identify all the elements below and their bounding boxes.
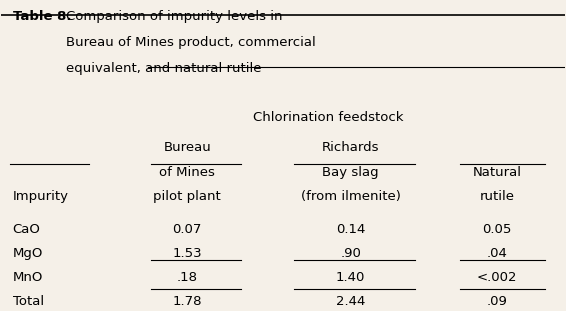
Text: 1.53: 1.53 (173, 247, 202, 260)
Text: 0.05: 0.05 (482, 223, 512, 236)
Text: rutile: rutile (479, 190, 514, 203)
Text: Impurity: Impurity (12, 190, 68, 203)
Text: Bureau: Bureau (164, 142, 211, 155)
Text: Chlorination feedstock: Chlorination feedstock (253, 111, 404, 124)
Text: .09: .09 (487, 295, 508, 308)
Text: Richards: Richards (322, 142, 379, 155)
Text: MnO: MnO (12, 271, 43, 284)
Text: 2.44: 2.44 (336, 295, 365, 308)
Text: .18: .18 (177, 271, 198, 284)
Text: pilot plant: pilot plant (153, 190, 221, 203)
Text: of Mines: of Mines (159, 165, 215, 179)
Text: Total: Total (12, 295, 44, 308)
Text: CaO: CaO (12, 223, 41, 236)
Text: equivalent, and natural rutile: equivalent, and natural rutile (66, 62, 261, 75)
Text: (from ilmenite): (from ilmenite) (301, 190, 401, 203)
Text: Bay slag: Bay slag (322, 165, 379, 179)
Text: 0.14: 0.14 (336, 223, 365, 236)
Text: .90: .90 (340, 247, 361, 260)
Text: 1.78: 1.78 (173, 295, 202, 308)
Text: <.002: <.002 (477, 271, 517, 284)
Text: Table 8.: Table 8. (12, 11, 71, 23)
Text: .04: .04 (487, 247, 508, 260)
Text: 1.40: 1.40 (336, 271, 365, 284)
Text: Natural: Natural (473, 165, 521, 179)
Text: MgO: MgO (12, 247, 43, 260)
Text: 0.07: 0.07 (173, 223, 202, 236)
Text: Comparison of impurity levels in: Comparison of impurity levels in (66, 11, 282, 23)
Text: Bureau of Mines product, commercial: Bureau of Mines product, commercial (66, 36, 316, 49)
